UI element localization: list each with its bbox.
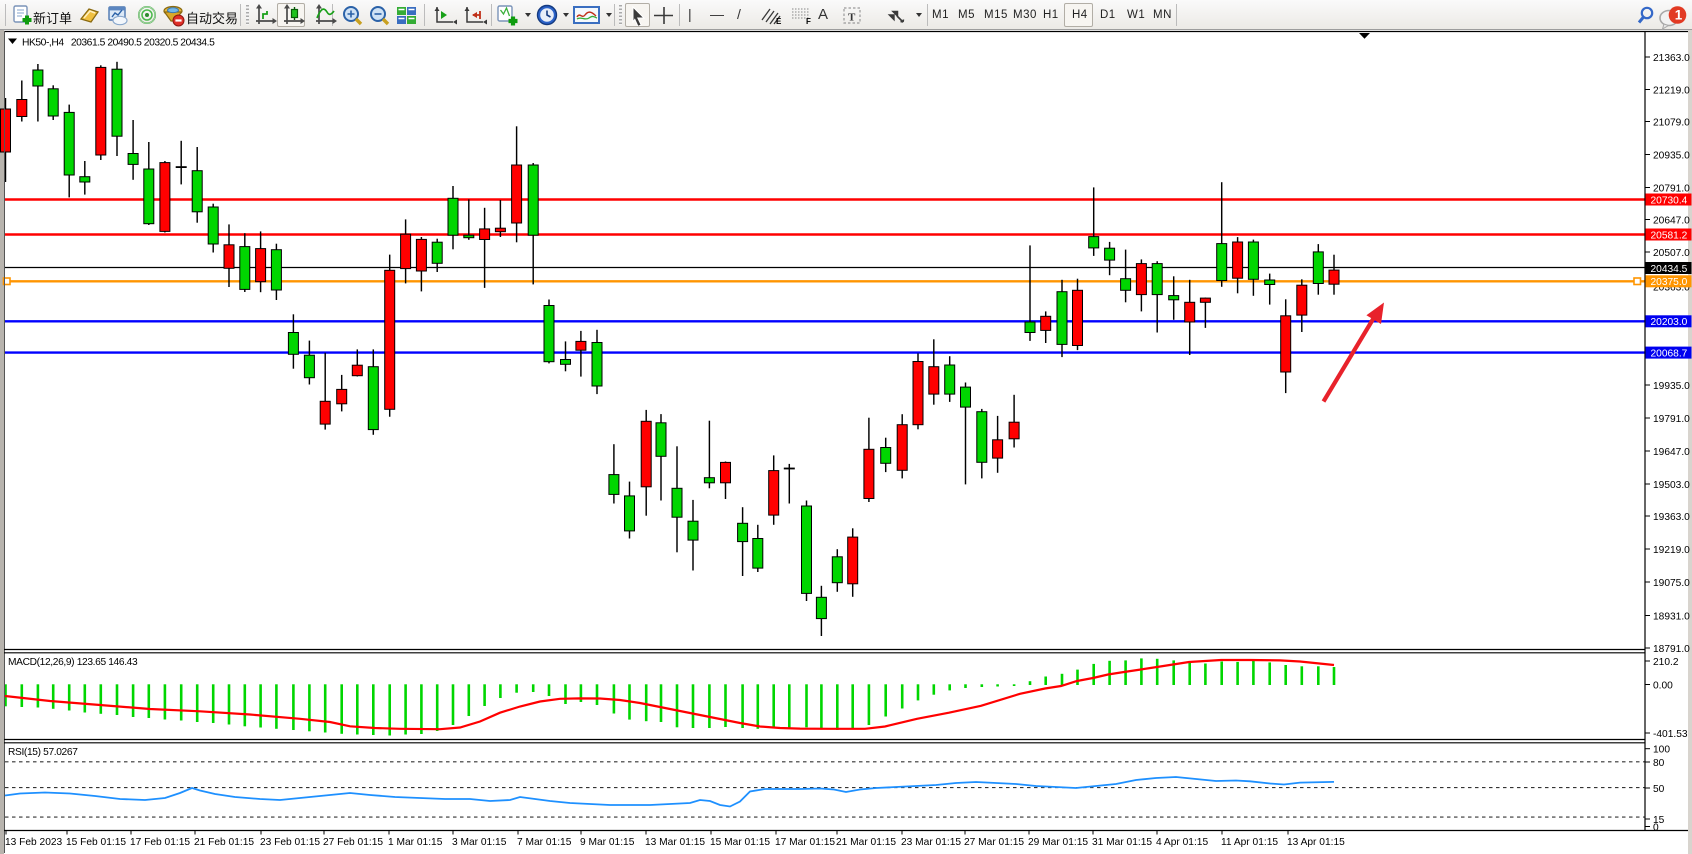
svg-text:21 Feb 01:15: 21 Feb 01:15 xyxy=(194,837,254,848)
svg-text:19075.0: 19075.0 xyxy=(1653,578,1690,589)
svg-text:E: E xyxy=(776,17,782,26)
svg-text:4 Apr 01:15: 4 Apr 01:15 xyxy=(1156,837,1208,848)
svg-text:20935.0: 20935.0 xyxy=(1653,151,1690,162)
svg-text:3 Mar 01:15: 3 Mar 01:15 xyxy=(452,837,507,848)
svg-text:15 Mar 01:15: 15 Mar 01:15 xyxy=(710,837,770,848)
svg-text:11 Apr 01:15: 11 Apr 01:15 xyxy=(1221,837,1278,848)
svg-text:29 Mar 01:15: 29 Mar 01:15 xyxy=(1028,837,1088,848)
svg-text:15: 15 xyxy=(1653,815,1665,826)
svg-text:31 Mar 01:15: 31 Mar 01:15 xyxy=(1092,837,1152,848)
svg-text:F: F xyxy=(806,17,811,26)
svg-text:18791.0: 18791.0 xyxy=(1653,644,1690,655)
svg-text:1: 1 xyxy=(1675,8,1683,23)
svg-text:9 Mar 01:15: 9 Mar 01:15 xyxy=(580,837,635,848)
svg-text:20203.0: 20203.0 xyxy=(1651,317,1688,328)
svg-text:19647.0: 19647.0 xyxy=(1653,447,1690,458)
svg-text:21363.0: 21363.0 xyxy=(1653,53,1690,64)
svg-text:13 Apr 01:15: 13 Apr 01:15 xyxy=(1287,837,1345,848)
svg-text:13 Mar 01:15: 13 Mar 01:15 xyxy=(645,837,705,848)
svg-text:T: T xyxy=(848,12,856,24)
svg-text:1 Mar 01:15: 1 Mar 01:15 xyxy=(388,837,443,848)
svg-text:20434.5: 20434.5 xyxy=(1651,264,1688,275)
svg-text:19219.0: 19219.0 xyxy=(1653,545,1690,556)
svg-text:100: 100 xyxy=(1653,745,1670,756)
svg-text:20068.7: 20068.7 xyxy=(1651,348,1688,359)
svg-text:20581.2: 20581.2 xyxy=(1651,230,1688,241)
svg-text:80: 80 xyxy=(1653,758,1665,769)
svg-text:27 Feb 01:15: 27 Feb 01:15 xyxy=(323,837,383,848)
svg-text:20375.0: 20375.0 xyxy=(1651,277,1688,288)
svg-text:19503.0: 19503.0 xyxy=(1653,480,1690,491)
svg-text:17 Mar 01:15: 17 Mar 01:15 xyxy=(775,837,835,848)
svg-text:15 Feb 01:15: 15 Feb 01:15 xyxy=(66,837,126,848)
svg-text:19363.0: 19363.0 xyxy=(1653,512,1690,523)
svg-text:27 Mar 01:15: 27 Mar 01:15 xyxy=(964,837,1024,848)
svg-text:19791.0: 19791.0 xyxy=(1653,414,1690,425)
svg-text:23 Feb 01:15: 23 Feb 01:15 xyxy=(260,837,320,848)
svg-text:0: 0 xyxy=(1653,823,1659,834)
svg-text:20647.0: 20647.0 xyxy=(1653,216,1690,227)
svg-text:20507.0: 20507.0 xyxy=(1653,248,1690,259)
svg-text:50: 50 xyxy=(1653,784,1665,795)
svg-text:-401.53: -401.53 xyxy=(1653,729,1688,740)
svg-text:HK50-,H4 20361.5 20490.5 203: HK50-,H4 20361.5 20490.5 20320.5 20434.5 xyxy=(22,38,215,49)
svg-text:21079.0: 21079.0 xyxy=(1653,118,1690,129)
svg-text:18931.0: 18931.0 xyxy=(1653,612,1690,623)
svg-text:210.2: 210.2 xyxy=(1653,657,1679,668)
svg-text:13 Feb 2023: 13 Feb 2023 xyxy=(5,837,63,848)
svg-text:RSI(15) 57.0267: RSI(15) 57.0267 xyxy=(8,747,78,758)
svg-text:21219.0: 21219.0 xyxy=(1653,86,1690,97)
svg-text:21 Mar 01:15: 21 Mar 01:15 xyxy=(836,837,896,848)
svg-text:20730.4: 20730.4 xyxy=(1651,195,1688,206)
svg-text:MACD(12,26,9) 123.65 146.43: MACD(12,26,9) 123.65 146.43 xyxy=(8,657,138,668)
svg-text:20363.0: 20363.0 xyxy=(1653,282,1690,293)
svg-text:7 Mar 01:15: 7 Mar 01:15 xyxy=(517,837,572,848)
svg-text:17 Feb 01:15: 17 Feb 01:15 xyxy=(130,837,190,848)
svg-text:0.00: 0.00 xyxy=(1653,681,1673,692)
svg-text:23 Mar 01:15: 23 Mar 01:15 xyxy=(901,837,961,848)
svg-text:20791.0: 20791.0 xyxy=(1653,184,1690,195)
svg-text:19935.0: 19935.0 xyxy=(1653,381,1690,392)
